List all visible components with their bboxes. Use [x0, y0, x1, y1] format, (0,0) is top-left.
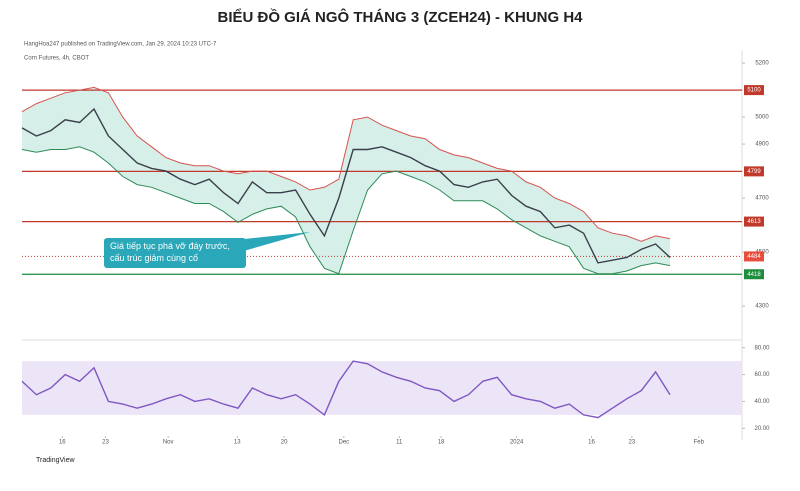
x-tick-label: 20: [281, 440, 288, 446]
x-tick-label: Feb: [694, 440, 705, 446]
level-label: 4613: [747, 219, 761, 225]
last-price-label: 4484: [747, 254, 761, 260]
x-tick-label: 23: [102, 440, 109, 446]
series-line: [21, 86, 671, 242]
y-tick-label: 5200: [755, 61, 769, 67]
y-tick-label: 4300: [755, 304, 769, 310]
x-tick-label: Nov: [163, 440, 174, 446]
level-tag: [744, 85, 764, 96]
level-tag: [744, 166, 764, 177]
x-tick-label: 2024: [510, 440, 524, 446]
x-tick-label: 18: [438, 440, 445, 446]
bollinger-fill: [22, 87, 670, 274]
annotation-pointer: [235, 232, 310, 252]
level-label: 5100: [747, 88, 761, 94]
level-tag: [744, 216, 764, 227]
y-tick-label: 60.00: [754, 372, 770, 378]
y-tick-label: 40.00: [754, 399, 770, 405]
y-tick-label: 20.00: [754, 426, 770, 432]
level-tag: [744, 269, 764, 280]
y-tick-label: 4700: [755, 196, 769, 202]
y-tick-label: 80.00: [754, 345, 770, 351]
level-label: 4799: [747, 169, 761, 175]
y-tick-label: 4900: [755, 142, 769, 148]
level-label: 4418: [747, 272, 761, 278]
rsi-band: [22, 361, 742, 415]
footer: TradingView: [36, 457, 75, 464]
last-price-tag: [744, 251, 764, 262]
x-tick-label: 11: [396, 440, 403, 446]
x-tick-label: Dec: [339, 440, 350, 446]
annotation-box: [104, 238, 246, 268]
title: BIỂU ĐỒ GIÁ NGÔ THÁNG 3 (ZCEH24) - KHUNG…: [217, 8, 583, 26]
annotation: Giá tiếp tục phá vỡ đáy trước, cấu trúc g…: [110, 241, 230, 263]
x-tick-label: 16: [588, 440, 595, 446]
series-line: [21, 107, 671, 264]
x-tick-label: 16: [59, 440, 66, 446]
x-tick-label: 13: [234, 440, 241, 446]
y-tick-label: 5000: [755, 115, 769, 121]
publisher: HangHoa247 published on TradingView.com,…: [24, 42, 217, 48]
subtitle: Corn Futures, 4h, CBOT: [24, 56, 89, 62]
series-line: [21, 146, 671, 275]
series-line: [21, 360, 671, 419]
x-tick-label: 23: [628, 440, 635, 446]
